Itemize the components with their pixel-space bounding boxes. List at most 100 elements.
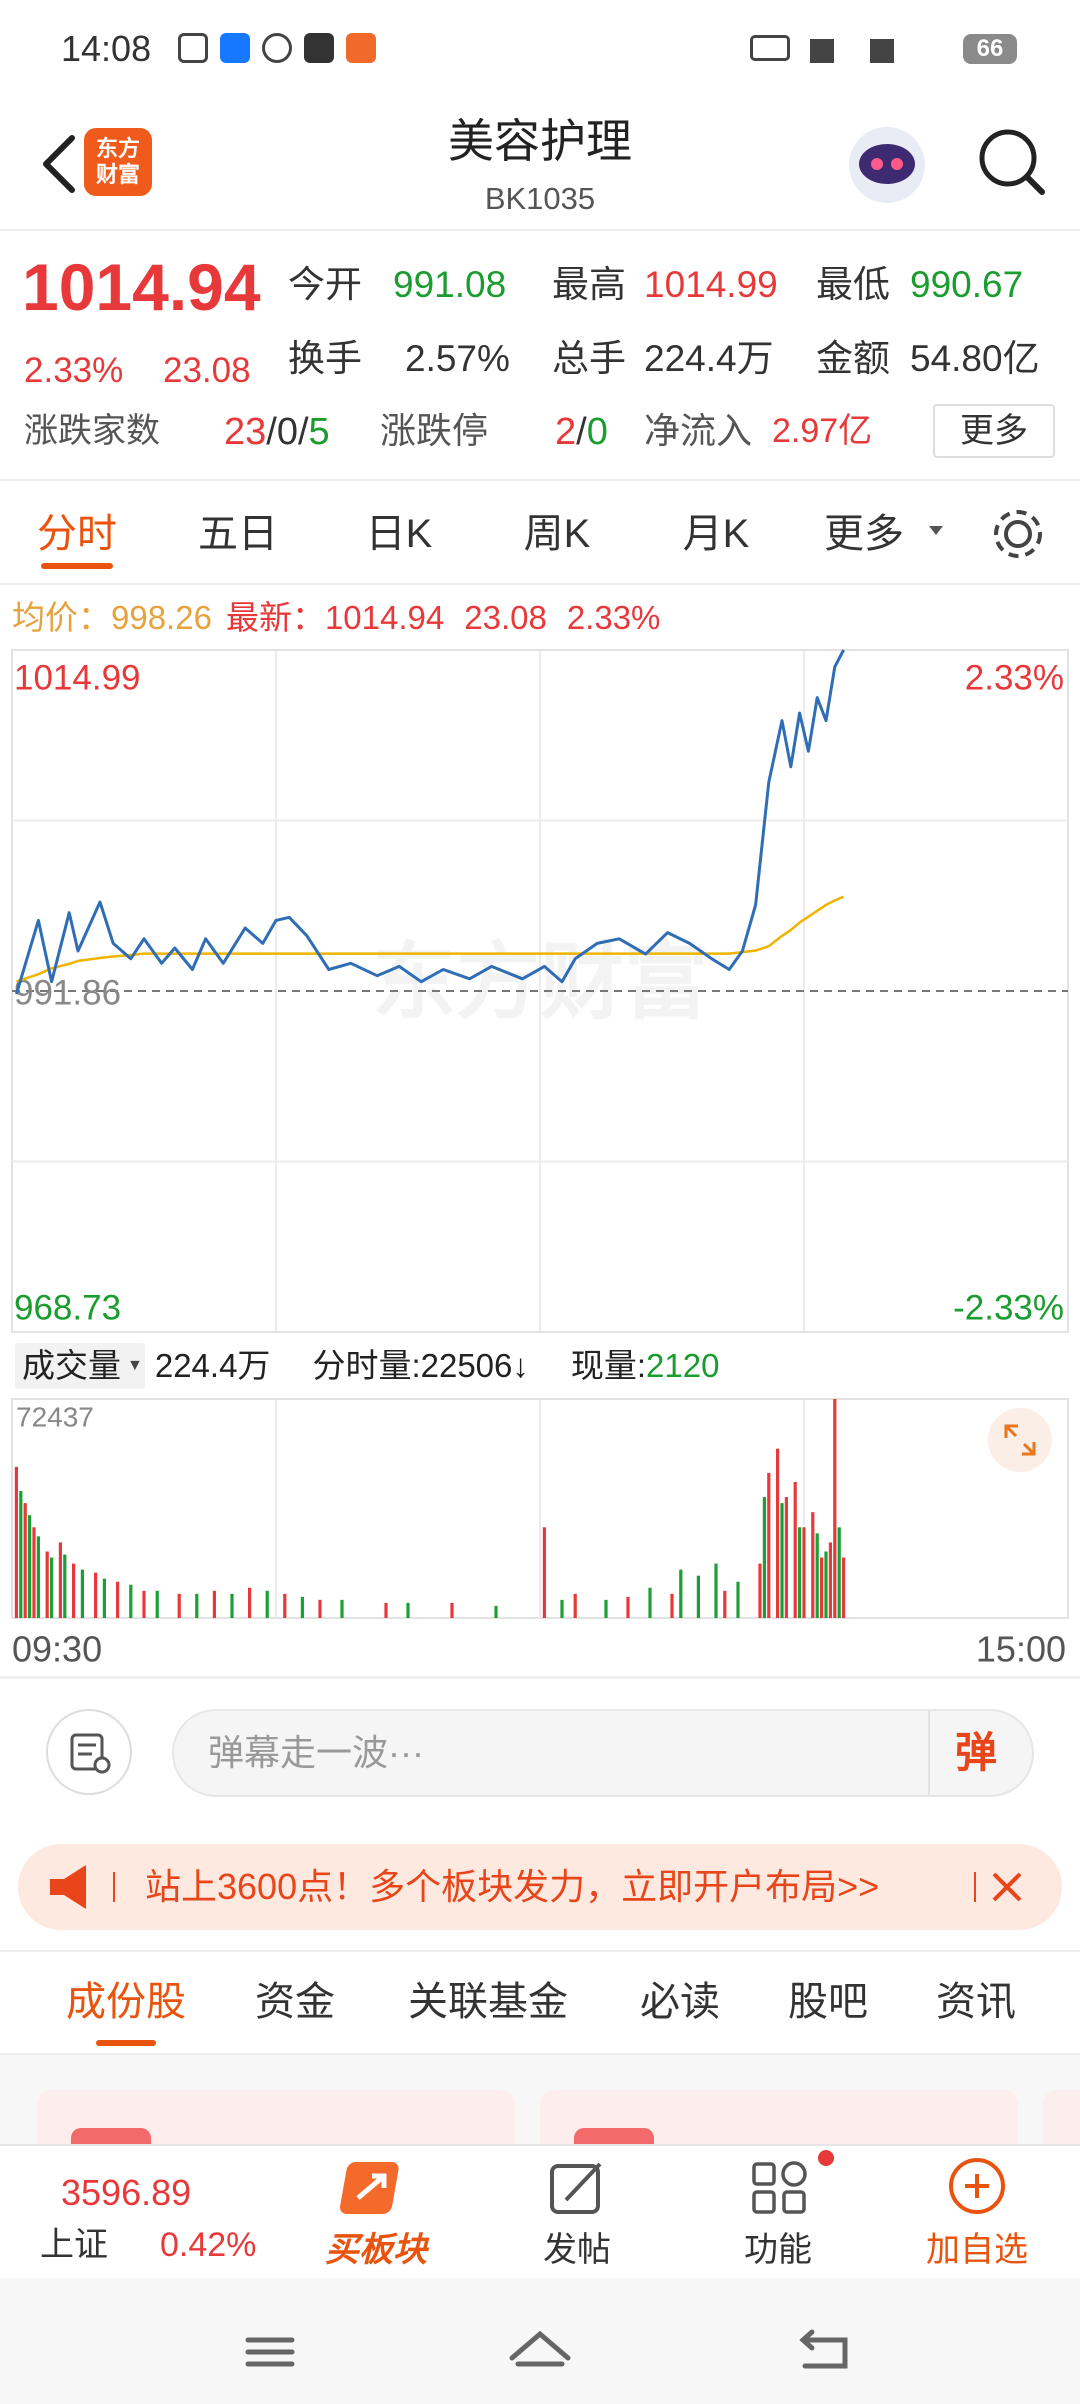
logo-text: 东方 xyxy=(95,136,140,161)
volume-bar xyxy=(36,1536,40,1618)
index-value[interactable]: 3596.89 xyxy=(61,2172,192,2213)
promo-banner[interactable] xyxy=(18,1844,1062,1930)
stat-value: 0 xyxy=(276,411,298,453)
volume-bar xyxy=(679,1569,683,1618)
latest-label: 最新： xyxy=(225,599,325,636)
section-tab[interactable]: 资金 xyxy=(255,1980,335,2024)
volume-bar xyxy=(230,1593,234,1618)
section-tab[interactable]: 股吧 xyxy=(788,1980,868,2024)
current-label: 现量: xyxy=(570,1347,647,1384)
danmaku-button[interactable]: 弹 xyxy=(955,1729,998,1776)
volume-bar xyxy=(784,1497,788,1618)
chart-tab[interactable]: 分时 xyxy=(37,512,117,556)
volume-bar xyxy=(155,1590,159,1618)
volume-bar xyxy=(80,1569,84,1618)
volume-bar xyxy=(723,1590,727,1618)
app-logo[interactable]: 东方 财富 xyxy=(84,128,152,196)
stat-value: 224.4万 xyxy=(644,338,774,379)
volume-bar xyxy=(28,1515,32,1618)
section-tab[interactable]: 关联基金 xyxy=(408,1980,568,2024)
volume-bar xyxy=(19,1491,23,1618)
chart-tab[interactable]: 更多 xyxy=(824,512,904,556)
volume-header: 成交量 ▼ 224.4万 分时量: 22506 ↓ 现量: 2120 xyxy=(22,1347,720,1384)
back-button[interactable] xyxy=(20,124,100,204)
volume-bar xyxy=(102,1578,106,1618)
input-divider xyxy=(928,1711,930,1795)
tab-underline xyxy=(96,2040,156,2046)
volume-bar xyxy=(833,1399,837,1618)
volume-bar xyxy=(560,1599,564,1618)
minute-label: 分时量: xyxy=(312,1347,421,1384)
chart-tab[interactable]: 月K xyxy=(682,512,750,556)
volume-select[interactable] xyxy=(15,1343,145,1389)
section-tab[interactable]: 必读 xyxy=(640,1980,720,2024)
robot-icon[interactable] xyxy=(842,120,932,210)
danmaku-settings[interactable] xyxy=(44,1707,134,1797)
latest-change: 23.08 xyxy=(464,599,547,636)
chart-tab[interactable]: 周K xyxy=(523,512,591,556)
volume-bar xyxy=(837,1527,841,1618)
section-tab[interactable]: 资讯 xyxy=(936,1980,1016,2024)
volume-bar xyxy=(842,1557,846,1618)
chart-tab[interactable]: 五日 xyxy=(198,512,278,556)
nav-item[interactable]: 发帖 xyxy=(543,2231,611,2269)
divider xyxy=(0,1950,1080,1952)
stat-value: 54.80亿 xyxy=(910,338,1040,379)
stat-value: 2.57% xyxy=(405,338,510,379)
volume-bar xyxy=(802,1527,806,1618)
volume-bar xyxy=(648,1587,652,1618)
volume-bar xyxy=(626,1596,630,1618)
expand-button[interactable] xyxy=(988,1408,1052,1472)
divider xyxy=(0,2053,1080,2055)
info-line: 均价： 998.26 最新： 1014.94 23.08 2.33% xyxy=(12,601,660,634)
divider xyxy=(0,1676,1080,1679)
banner-divider xyxy=(113,1872,115,1902)
status-icons xyxy=(178,33,378,65)
stat-label: 换手 xyxy=(288,338,362,379)
current-value: 2120 xyxy=(646,1347,720,1384)
banner-close[interactable] xyxy=(982,1862,1032,1912)
stat-value: 5 xyxy=(308,411,330,453)
nav-item[interactable]: 加自选 xyxy=(926,2231,1028,2269)
minute-value: 22506 xyxy=(420,1347,513,1384)
price-line xyxy=(14,649,845,995)
volume-bar xyxy=(318,1599,322,1618)
nav-item[interactable]: 买板块 xyxy=(325,2231,427,2269)
status-time: 14:08 xyxy=(61,28,152,69)
index-change[interactable]: 0.42% xyxy=(160,2226,257,2264)
search-button[interactable] xyxy=(970,122,1050,202)
more-button[interactable]: 更多 xyxy=(933,404,1055,458)
volume-bar xyxy=(828,1542,832,1618)
volume-bar xyxy=(494,1605,498,1618)
stat-value: 0 xyxy=(586,411,608,453)
volume-bar xyxy=(212,1590,216,1618)
stat-label: 涨跌停 xyxy=(380,410,489,451)
volume-bar xyxy=(450,1602,454,1618)
stat-label: 总手 xyxy=(552,338,626,379)
stat-label: 金额 xyxy=(816,338,890,379)
settings-button[interactable] xyxy=(988,504,1048,564)
expand-icon xyxy=(1004,1424,1036,1456)
volume-bar xyxy=(780,1503,784,1618)
volume-bar xyxy=(824,1551,828,1618)
average-line xyxy=(16,895,845,983)
index-name[interactable]: 上证 xyxy=(40,2226,108,2264)
volume-bar xyxy=(58,1542,62,1618)
charts: 东方财富 1014.99 991.86 968.73 2.33% -2.33% 72437 0… xyxy=(11,649,1069,1670)
volume-bar xyxy=(793,1481,797,1618)
volume-bar xyxy=(72,1563,76,1618)
volume-bar xyxy=(195,1593,199,1618)
volume-total: 224.4万 xyxy=(154,1347,271,1384)
nav-item[interactable]: 功能 xyxy=(744,2231,812,2269)
section-tab[interactable]: 成份股 xyxy=(66,1980,186,2024)
volume-bar xyxy=(129,1584,133,1618)
divider xyxy=(0,583,1080,585)
stat-value: 991.08 xyxy=(393,264,507,305)
dropdown-arrow xyxy=(929,526,943,535)
comment-input[interactable] xyxy=(172,1709,1034,1797)
latest-value: 1014.94 xyxy=(324,599,445,636)
stat-label: 最低 xyxy=(816,264,890,305)
stat-label: 涨跌家数 xyxy=(24,412,160,450)
chart-tab[interactable]: 日K xyxy=(365,512,433,556)
volume-bar xyxy=(283,1593,287,1618)
